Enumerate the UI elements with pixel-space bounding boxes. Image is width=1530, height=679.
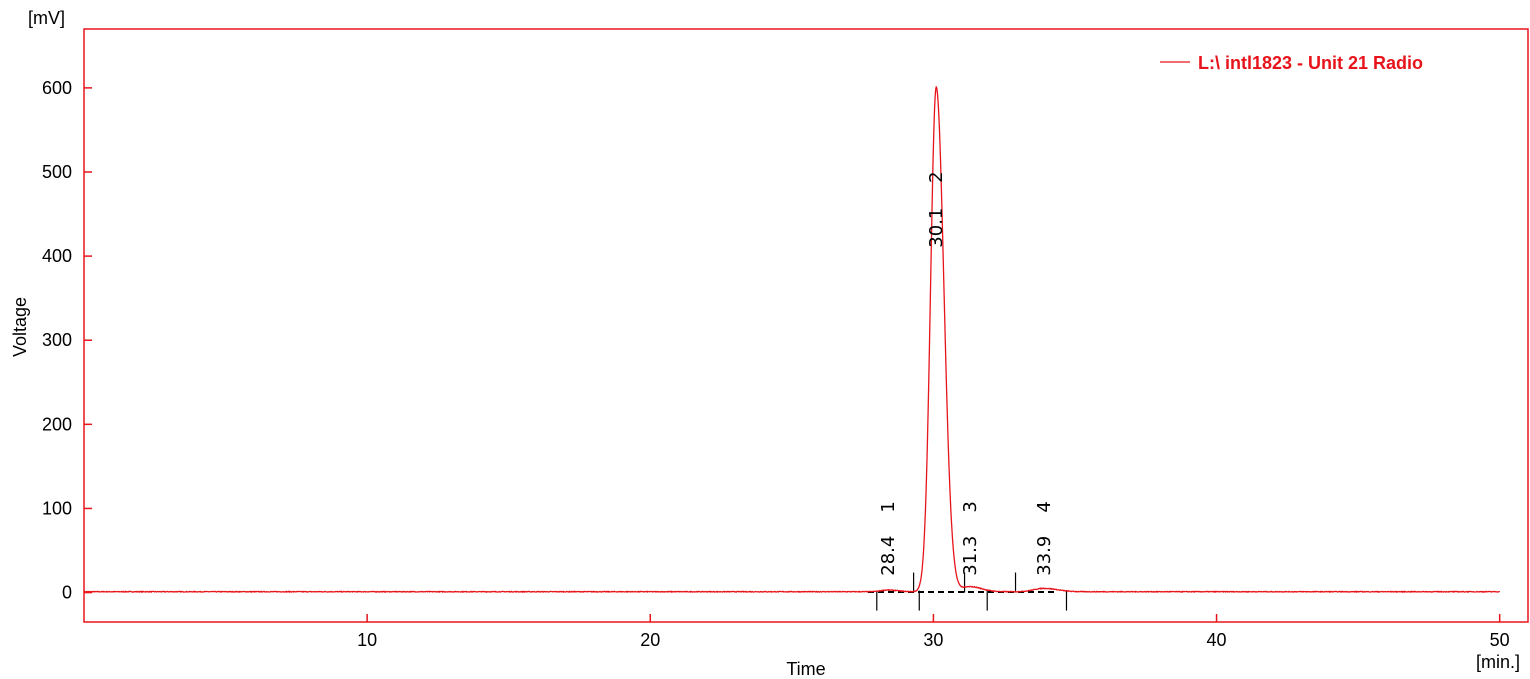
peak-labels: 28.4 1 30.1 2 31.3 3 33.9 4 xyxy=(878,171,1055,575)
y-tick-label: 300 xyxy=(42,330,72,350)
y-tick-label: 0 xyxy=(62,583,72,603)
peak-number-label: 3 xyxy=(960,501,981,512)
x-tick-label: 30 xyxy=(923,630,943,650)
x-tick-label: 10 xyxy=(357,630,377,650)
peak-rt-label: 31.3 xyxy=(960,536,981,576)
plot-frame xyxy=(83,28,1529,623)
series-trace xyxy=(83,85,1501,594)
x-axis-unit: [min.] xyxy=(1476,652,1520,672)
x-tick-label: 40 xyxy=(1207,630,1227,650)
peak-number-label: 4 xyxy=(1034,501,1055,512)
y-tick-label: 100 xyxy=(42,498,72,518)
integration-markers xyxy=(876,572,1068,611)
peak-rt-label: 28.4 xyxy=(878,536,899,576)
legend: L:\ intl1823 - Unit 21 Radio xyxy=(1160,53,1423,73)
x-tick-label: 50 xyxy=(1490,630,1510,650)
y-tick-label: 500 xyxy=(42,162,72,182)
y-tick-label: 200 xyxy=(42,414,72,434)
x-tick-label: 20 xyxy=(640,630,660,650)
y-axis-title: Voltage xyxy=(10,297,30,357)
legend-entry: L:\ intl1823 - Unit 21 Radio xyxy=(1198,53,1423,73)
y-axis-unit: [mV] xyxy=(28,8,65,28)
peak-rt-label: 33.9 xyxy=(1034,536,1055,576)
y-tick-label: 400 xyxy=(42,246,72,266)
x-axis-ticks: 10 20 30 40 50 xyxy=(357,614,1510,650)
peak-number-label: 1 xyxy=(878,501,899,512)
peak-rt-label: 30.1 xyxy=(926,208,947,248)
peak-number-label: 2 xyxy=(926,171,947,182)
x-axis-title: Time xyxy=(786,659,825,679)
y-tick-label: 600 xyxy=(42,78,72,98)
y-axis-ticks: 0 100 200 300 400 500 600 xyxy=(42,78,92,603)
